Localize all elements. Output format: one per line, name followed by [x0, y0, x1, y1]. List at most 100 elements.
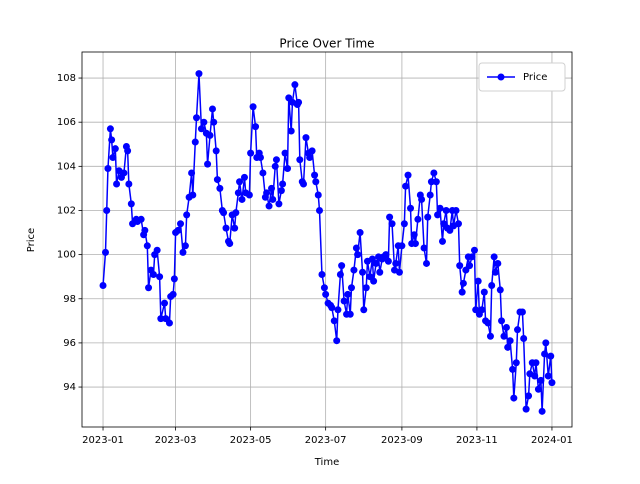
- point: [480, 288, 488, 296]
- point: [106, 125, 114, 133]
- point: [149, 270, 157, 278]
- point: [388, 220, 396, 228]
- point: [336, 270, 344, 278]
- point: [291, 81, 299, 89]
- point: [350, 266, 358, 274]
- point: [169, 290, 177, 298]
- point: [318, 270, 326, 278]
- point: [542, 339, 550, 347]
- point: [407, 204, 415, 212]
- point: [141, 226, 149, 234]
- point: [442, 206, 450, 214]
- point: [532, 359, 540, 367]
- point: [512, 359, 520, 367]
- point: [411, 240, 419, 248]
- y-tick-label: 100: [57, 250, 76, 261]
- point: [344, 290, 352, 298]
- point: [354, 251, 362, 259]
- point: [195, 70, 203, 78]
- x-tick-label: 2023-03: [155, 435, 197, 446]
- point: [496, 286, 504, 294]
- point: [424, 213, 432, 221]
- point: [410, 231, 418, 239]
- point: [491, 268, 499, 276]
- point: [488, 282, 496, 290]
- point: [347, 284, 355, 292]
- point: [330, 317, 338, 325]
- point: [170, 275, 178, 283]
- y-tick-label: 94: [63, 382, 76, 393]
- point: [308, 147, 316, 155]
- point: [153, 246, 161, 254]
- point: [200, 118, 208, 126]
- point: [490, 253, 498, 261]
- point: [234, 189, 242, 197]
- point: [279, 180, 287, 188]
- point: [249, 103, 257, 111]
- point: [204, 160, 212, 168]
- point: [113, 180, 121, 188]
- point: [256, 154, 264, 162]
- point: [509, 365, 517, 373]
- point: [320, 284, 328, 292]
- point: [432, 178, 440, 186]
- point: [156, 273, 164, 281]
- point: [352, 244, 360, 252]
- point: [191, 138, 199, 146]
- point: [438, 237, 446, 245]
- point: [284, 165, 292, 173]
- y-tick-label: 98: [63, 294, 76, 305]
- point: [362, 284, 370, 292]
- point: [502, 323, 510, 331]
- y-axis-label: Price: [26, 228, 37, 252]
- x-tick-label: 2023-09: [381, 435, 423, 446]
- point: [281, 149, 289, 157]
- point: [231, 224, 239, 232]
- point: [334, 306, 342, 314]
- point: [525, 392, 533, 400]
- point: [208, 105, 216, 113]
- point: [414, 215, 422, 223]
- y-tick-label: 96: [63, 338, 76, 349]
- point: [486, 332, 494, 340]
- series-line: [102, 73, 553, 412]
- point: [161, 299, 169, 307]
- point: [514, 326, 522, 334]
- point: [302, 134, 310, 142]
- point: [222, 224, 230, 232]
- chart-title: Price Over Time: [279, 37, 374, 51]
- point: [426, 191, 434, 199]
- x-axis-label: Time: [314, 457, 339, 468]
- point: [510, 394, 518, 402]
- point: [356, 229, 364, 237]
- point: [386, 213, 394, 221]
- point: [111, 145, 119, 153]
- point: [372, 259, 380, 267]
- y-tick-label: 108: [57, 73, 76, 84]
- point: [458, 288, 466, 296]
- point: [520, 334, 528, 342]
- point: [232, 209, 240, 217]
- point: [384, 257, 392, 265]
- point: [322, 290, 330, 298]
- point: [177, 220, 185, 228]
- point: [436, 204, 444, 212]
- point: [165, 319, 173, 327]
- point: [506, 337, 514, 345]
- point: [300, 180, 308, 188]
- point: [157, 315, 165, 323]
- legend-marker: [497, 73, 505, 81]
- point: [240, 173, 248, 181]
- point: [402, 182, 410, 190]
- point: [404, 171, 412, 179]
- point: [531, 372, 539, 380]
- point: [395, 268, 403, 276]
- point: [547, 352, 555, 360]
- point: [213, 176, 221, 184]
- point: [454, 220, 462, 228]
- point: [124, 147, 132, 155]
- point: [452, 206, 460, 214]
- point: [296, 156, 304, 164]
- point: [287, 127, 295, 135]
